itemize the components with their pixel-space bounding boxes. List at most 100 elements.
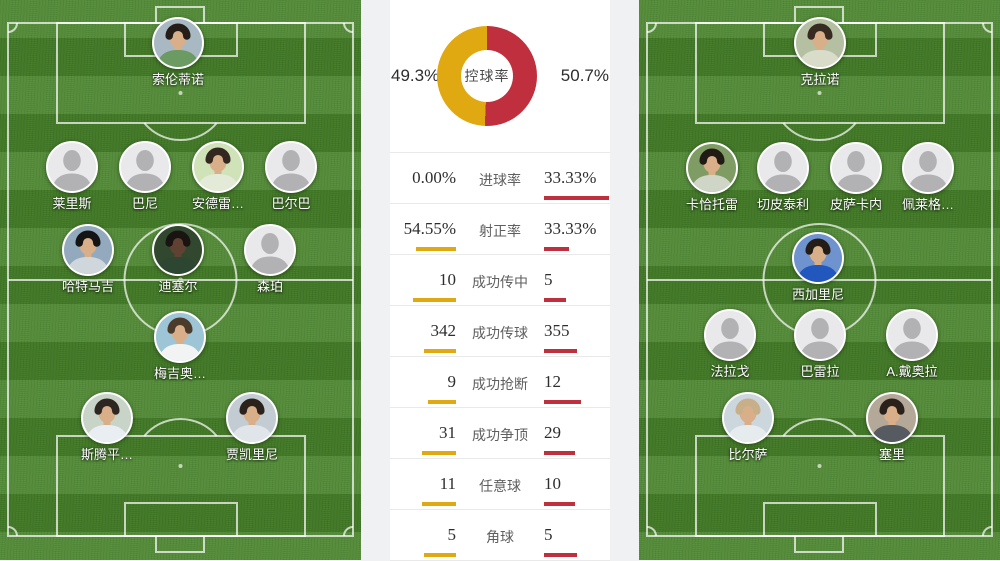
- away-stat-value: 355: [544, 321, 570, 340]
- away-stat-bar: [544, 553, 577, 557]
- player-name: 巴尔巴: [271, 196, 311, 211]
- player[interactable]: 斯腾平…: [59, 392, 155, 463]
- away-stat-value: 33.33%: [544, 168, 597, 187]
- player[interactable]: 迪塞尔: [130, 224, 226, 295]
- stat-label: 角球: [486, 531, 514, 546]
- away-stat-value: 33.33%: [544, 219, 597, 238]
- player-name: 莱里斯: [52, 196, 92, 211]
- player-avatar: [192, 141, 244, 193]
- stat-label: 进球率: [479, 174, 521, 189]
- stat-label: 成功争顶: [472, 429, 528, 444]
- player-name: 迪塞尔: [158, 279, 198, 294]
- player-avatar: [886, 309, 938, 361]
- player[interactable]: 西加里尼: [770, 232, 866, 303]
- player-name: A.戴奥拉: [886, 364, 938, 379]
- player[interactable]: 索伦蒂诺: [130, 17, 226, 88]
- away-stat-bar: [544, 349, 578, 353]
- player-name: 卡恰托雷: [685, 197, 738, 212]
- player[interactable]: 森珀: [222, 224, 318, 295]
- away-stat-bar: [544, 400, 582, 404]
- home-stat-bar: [415, 247, 456, 251]
- player-name: 斯腾平…: [80, 447, 133, 462]
- player[interactable]: 卡恰托雷: [664, 142, 760, 213]
- player-avatar: [46, 141, 98, 193]
- away-possession-value: 50.7%: [560, 66, 609, 85]
- player-avatar: [792, 232, 844, 284]
- player[interactable]: 安德雷…: [170, 141, 266, 212]
- player[interactable]: 贾凯里尼: [204, 392, 300, 463]
- player-avatar: [265, 141, 317, 193]
- player-name: 贾凯里尼: [225, 447, 278, 462]
- stat-row: 54.55% 射正率 33.33%: [390, 204, 610, 255]
- away-stat-bar: [544, 196, 609, 200]
- match-stats-panel: 49.3% 控球率 50.7% 0.00% 进球率 33.33% 54.55% 射正率 3…: [390, 0, 610, 561]
- home-stat-bar: [424, 349, 456, 353]
- stat-row: 342 成功传球 355: [390, 306, 610, 357]
- home-stat-value: 11: [439, 474, 456, 493]
- player[interactable]: 巴雷拉: [772, 309, 868, 380]
- away-stat-bar: [544, 298, 566, 302]
- home-stat-value: 342: [430, 321, 457, 340]
- home-stat-bar: [422, 502, 456, 506]
- player-avatar: [81, 392, 133, 444]
- player-name: 法拉戈: [710, 364, 750, 379]
- player[interactable]: 比尔萨: [700, 392, 796, 463]
- player[interactable]: 法拉戈: [682, 309, 778, 380]
- home-formation-pitch: 索伦蒂诺莱里斯 巴尼 安德雷… 巴尔巴哈特马吉 迪塞尔 森珀梅吉奥… 斯腾平… 贾凯里尼: [0, 0, 361, 560]
- home-stat-bar: [412, 298, 456, 302]
- stat-row: 31 成功争顶 29: [390, 408, 610, 459]
- player-avatar: [794, 309, 846, 361]
- player-avatar: [244, 224, 296, 276]
- player[interactable]: A.戴奥拉: [864, 309, 960, 380]
- player-name: 皮萨卡内: [829, 197, 882, 212]
- player-avatar: [866, 392, 918, 444]
- player[interactable]: 克拉诺: [772, 17, 868, 88]
- player-avatar: [152, 17, 204, 69]
- player-avatar: [902, 142, 954, 194]
- player-avatar: [152, 224, 204, 276]
- away-stat-bar: [544, 502, 575, 506]
- player[interactable]: 塞里: [844, 392, 940, 463]
- player[interactable]: 哈特马吉: [40, 224, 136, 295]
- player[interactable]: 巴尼: [97, 141, 193, 212]
- player[interactable]: 佩莱格…: [880, 142, 976, 213]
- away-stat-bar: [544, 451, 576, 455]
- player[interactable]: 莱里斯: [24, 141, 120, 212]
- player-name: 佩莱格…: [901, 197, 954, 212]
- player-name: 索伦蒂诺: [151, 72, 204, 87]
- player-avatar: [722, 392, 774, 444]
- player-name: 巴雷拉: [800, 364, 840, 379]
- home-stat-value: 9: [447, 372, 457, 391]
- home-stat-value: 54.55%: [403, 219, 456, 238]
- stat-label: 射正率: [479, 225, 521, 240]
- player-name: 克拉诺: [800, 72, 840, 87]
- home-stat-bar: [423, 553, 456, 557]
- possession-donut: 控球率: [437, 26, 537, 126]
- stat-row: 10 成功传中 5: [390, 255, 610, 306]
- player-name: 森珀: [256, 279, 283, 294]
- stat-row: 9 成功抢断 12: [390, 357, 610, 408]
- player-name: 西加里尼: [791, 287, 844, 302]
- player-name: 安德雷…: [191, 196, 244, 211]
- player-avatar: [794, 17, 846, 69]
- stat-label: 成功传球: [472, 327, 528, 342]
- player[interactable]: 皮萨卡内: [808, 142, 904, 213]
- stat-rows: 0.00% 进球率 33.33% 54.55% 射正率 33.33% 10 成功传中 5 342 成…: [390, 153, 610, 561]
- player-avatar: [757, 142, 809, 194]
- player[interactable]: 梅吉奥…: [132, 311, 228, 382]
- player-avatar: [686, 142, 738, 194]
- player-avatar: [119, 141, 171, 193]
- player-name: 塞里: [878, 447, 905, 462]
- home-stat-bar: [422, 451, 456, 455]
- stat-row: 11 任意球 10: [390, 459, 610, 510]
- player[interactable]: 巴尔巴: [243, 141, 339, 212]
- away-stat-value: 12: [544, 372, 561, 391]
- home-possession-value: 49.3%: [391, 66, 440, 85]
- home-stat-value: 5: [447, 525, 457, 544]
- player[interactable]: 切皮泰利: [735, 142, 831, 213]
- stat-row: 5 角球 5: [390, 510, 610, 561]
- player-avatar: [704, 309, 756, 361]
- player-avatar: [830, 142, 882, 194]
- player-name: 哈特马吉: [61, 279, 114, 294]
- stat-label: 任意球: [479, 480, 521, 495]
